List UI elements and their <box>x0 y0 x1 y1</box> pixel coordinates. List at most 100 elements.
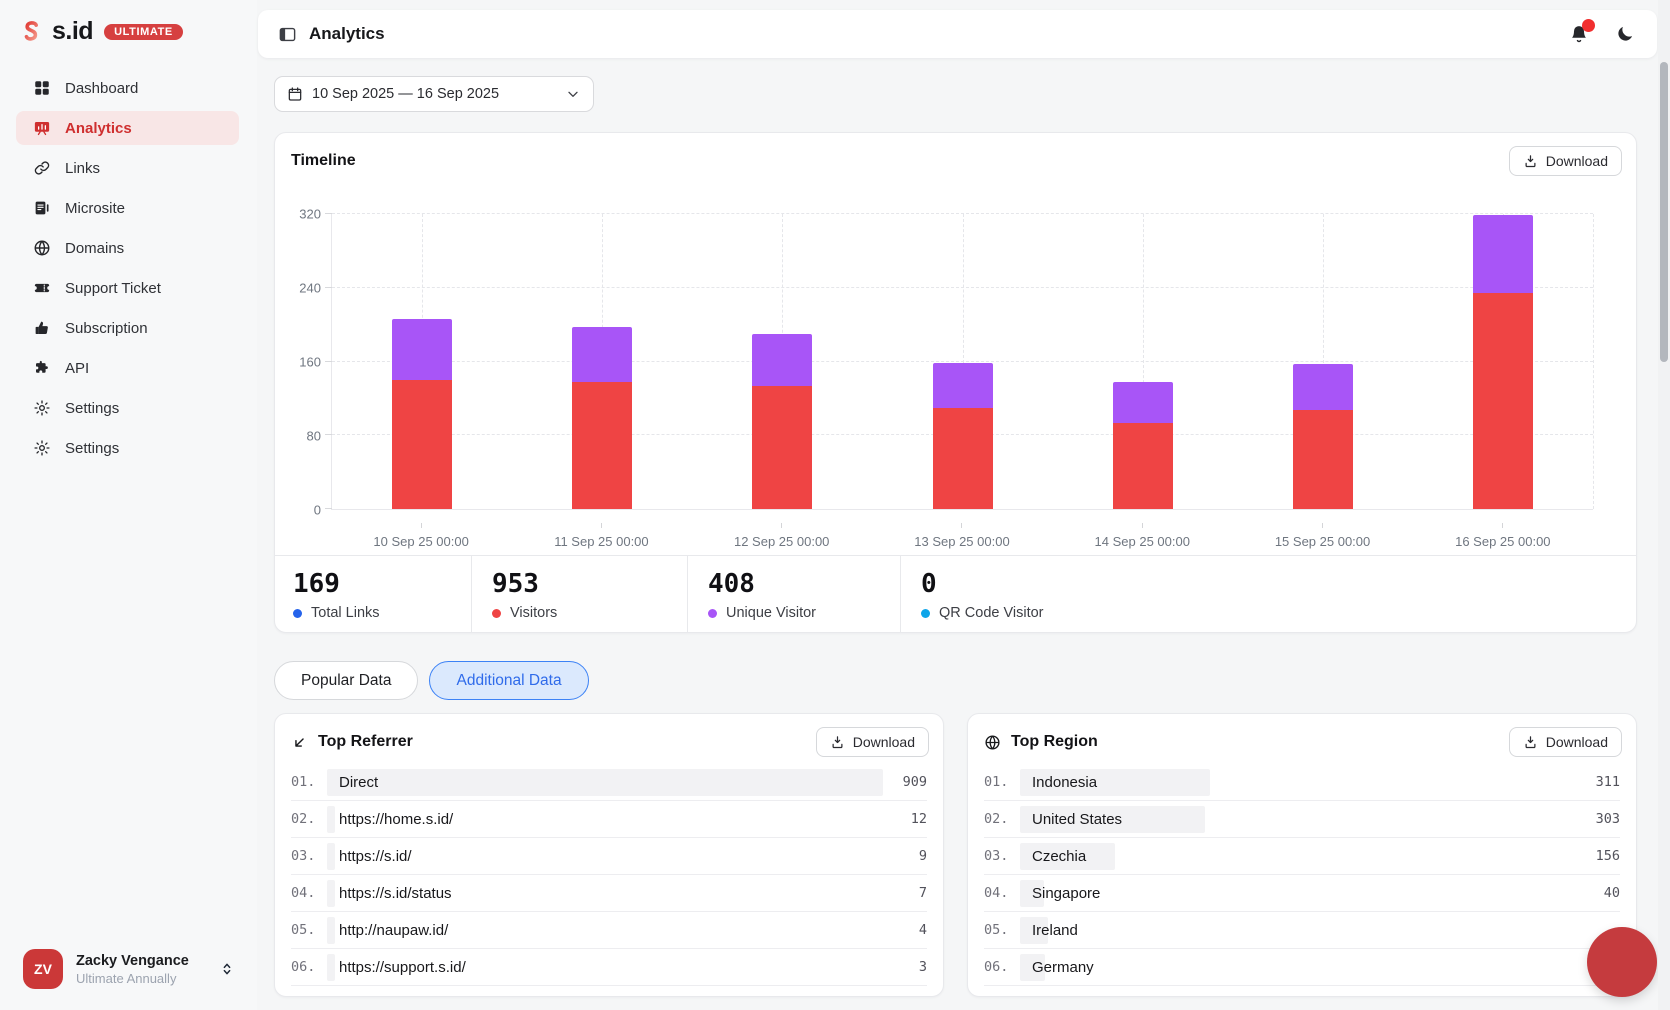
row-index: 03. <box>984 848 1016 864</box>
date-range-picker[interactable]: 10 Sep 2025 — 16 Sep 2025 <box>274 76 594 112</box>
bar-segment-unique-visitor <box>392 319 452 379</box>
bar-12-sep-25-00-00[interactable] <box>752 334 812 509</box>
row-label: https://support.s.id/ <box>327 959 466 976</box>
x-tick-label: 14 Sep 25 00:00 <box>1052 523 1232 549</box>
sidebar-item-microsite[interactable]: Microsite <box>16 191 239 225</box>
legend-dot-icon <box>492 609 501 618</box>
stat-label-text: Total Links <box>311 605 380 621</box>
row-label: https://s.id/ <box>327 848 412 865</box>
stat-visitors: 953Visitors <box>471 556 687 632</box>
bar-15-sep-25-00-00[interactable] <box>1293 364 1353 509</box>
page-title: Analytics <box>309 24 385 44</box>
brand-name: s.id <box>52 17 93 46</box>
list-item-ireland[interactable]: 05.Ireland <box>984 912 1620 949</box>
bar-10-sep-25-00-00[interactable] <box>392 319 452 509</box>
sidebar: s.id ULTIMATE Dashboard Analytics Links Mic… <box>0 0 257 1010</box>
sidebar-item-settings[interactable]: Settings <box>16 391 239 425</box>
data-tabs: Popular Data Additional Data <box>274 661 589 700</box>
chevrons-up-down-icon[interactable] <box>219 960 235 978</box>
download-label: Download <box>1546 734 1608 750</box>
list-item-czechia[interactable]: 03.Czechia156 <box>984 838 1620 875</box>
timeline-download-button[interactable]: Download <box>1509 146 1622 176</box>
list-item-indonesia[interactable]: 01.Indonesia311 <box>984 764 1620 801</box>
row-value: 303 <box>1576 811 1620 827</box>
tab-additional-data[interactable]: Additional Data <box>429 661 588 700</box>
user-meta: Zacky Vengance Ultimate Annually <box>76 953 219 986</box>
top-referrer-header: Top Referrer Download <box>275 714 943 757</box>
brand: s.id ULTIMATE <box>0 0 257 46</box>
sidebar-item-label: Settings <box>65 440 119 457</box>
bar-segment-visitors <box>1113 423 1173 509</box>
page-scrollbar[interactable] <box>1658 0 1670 1010</box>
row-bar: United States <box>1020 806 1576 833</box>
sidebar-item-support-ticket[interactable]: Support Ticket <box>16 271 239 305</box>
floating-action-button[interactable] <box>1587 927 1657 997</box>
row-bar: https://support.s.id/ <box>327 954 883 981</box>
list-item-https-support-s-id-[interactable]: 06.https://support.s.id/3 <box>291 949 927 986</box>
list-item-https-s-id-[interactable]: 03.https://s.id/9 <box>291 838 927 875</box>
bar-segment-unique-visitor <box>933 363 993 408</box>
timeline-card: Timeline Download 080160240320 10 Sep 25… <box>274 132 1637 633</box>
row-label: https://s.id/status <box>327 885 452 902</box>
row-index: 03. <box>291 848 323 864</box>
sidebar-toggle-icon[interactable] <box>278 25 297 44</box>
dark-mode-moon-icon[interactable] <box>1615 24 1635 44</box>
list-item-https-s-id-status[interactable]: 04.https://s.id/status7 <box>291 875 927 912</box>
tab-popular-data[interactable]: Popular Data <box>274 661 418 700</box>
row-value: 7 <box>883 885 927 901</box>
list-item-http-naupaw-id-[interactable]: 05.http://naupaw.id/4 <box>291 912 927 949</box>
notifications-bell-icon[interactable] <box>1569 24 1589 44</box>
sidebar-item-api[interactable]: API <box>16 351 239 385</box>
user-menu[interactable]: ZV Zacky Vengance Ultimate Annually <box>23 949 235 989</box>
topbar: Analytics <box>258 10 1657 58</box>
bar-segment-unique-visitor <box>1473 215 1533 293</box>
bar-segment-unique-visitor <box>1113 382 1173 423</box>
stat-label: QR Code Visitor <box>921 605 1636 621</box>
sidebar-item-settings[interactable]: Settings <box>16 431 239 465</box>
bar-segment-unique-visitor <box>1293 364 1353 410</box>
list-item-germany[interactable]: 06.Germany <box>984 949 1620 986</box>
sidebar-item-subscription[interactable]: Subscription <box>16 311 239 345</box>
sidebar-item-links[interactable]: Links <box>16 151 239 185</box>
stat-label: Visitors <box>492 605 687 621</box>
bar-segment-visitors <box>572 382 632 509</box>
list-item-https-home-s-id-[interactable]: 02.https://home.s.id/12 <box>291 801 927 838</box>
row-index: 06. <box>291 959 323 975</box>
sidebar-item-domains[interactable]: Domains <box>16 231 239 265</box>
sidebar-item-label: Domains <box>65 240 124 257</box>
sidebar-item-dashboard[interactable]: Dashboard <box>16 71 239 105</box>
y-tick-label: 320 <box>299 207 321 222</box>
stat-label-text: QR Code Visitor <box>939 605 1044 621</box>
bar-16-sep-25-00-00[interactable] <box>1473 215 1533 509</box>
bar-13-sep-25-00-00[interactable] <box>933 363 993 509</box>
x-tick-label: 15 Sep 25 00:00 <box>1232 523 1412 549</box>
bar-11-sep-25-00-00[interactable] <box>572 327 632 509</box>
bar-segment-visitors <box>933 408 993 509</box>
list-item-singapore[interactable]: 04.Singapore40 <box>984 875 1620 912</box>
row-index: 04. <box>984 885 1016 901</box>
stat-qr-code-visitor: 0QR Code Visitor <box>900 556 1636 632</box>
row-value: 9 <box>883 848 927 864</box>
sidebar-item-label: Support Ticket <box>65 280 161 297</box>
top-referrer-card: Top Referrer Download 01.Direct90902.htt… <box>274 713 944 997</box>
puzzle-icon <box>33 359 51 377</box>
legend-dot-icon <box>921 609 930 618</box>
top-referrer-download-button[interactable]: Download <box>816 727 929 757</box>
bar-14-sep-25-00-00[interactable] <box>1113 382 1173 509</box>
x-tick-label: 13 Sep 25 00:00 <box>872 523 1052 549</box>
list-item-united-states[interactable]: 02.United States303 <box>984 801 1620 838</box>
microsite-icon <box>33 199 51 217</box>
row-label: Germany <box>1020 959 1094 976</box>
list-item-direct[interactable]: 01.Direct909 <box>291 764 927 801</box>
top-region-download-button[interactable]: Download <box>1509 727 1622 757</box>
y-tick-label: 0 <box>314 503 321 518</box>
bar-segment-visitors <box>1473 293 1533 509</box>
download-icon <box>830 735 845 750</box>
row-bar: https://s.id/ <box>327 843 883 870</box>
download-icon <box>1523 154 1538 169</box>
sidebar-item-analytics[interactable]: Analytics <box>16 111 239 145</box>
globe-icon <box>984 734 1001 751</box>
bar-segment-unique-visitor <box>572 327 632 383</box>
scrollbar-thumb[interactable] <box>1660 62 1668 362</box>
row-value: 12 <box>883 811 927 827</box>
